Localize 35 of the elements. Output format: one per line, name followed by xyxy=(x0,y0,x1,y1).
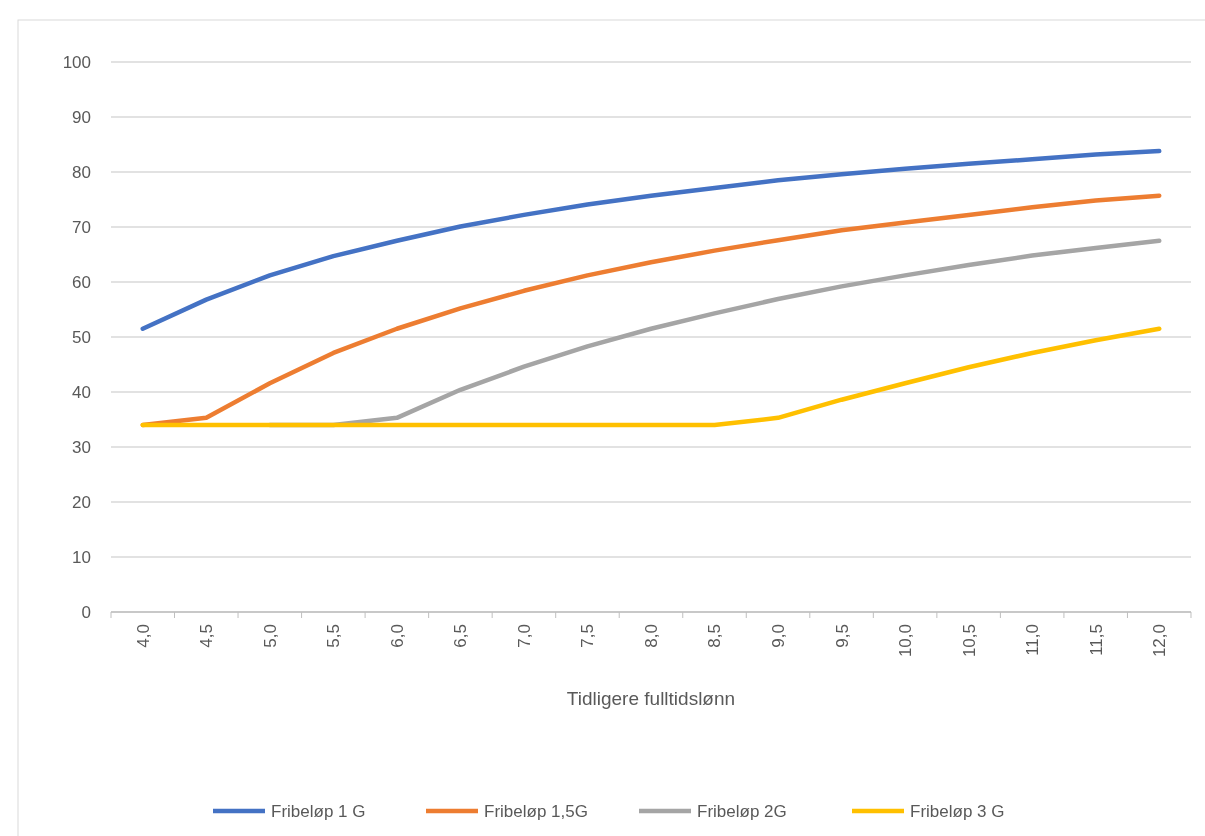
y-tick-label: 70 xyxy=(72,217,91,237)
x-tick-label: 10,0 xyxy=(896,624,916,658)
y-tick-label: 40 xyxy=(72,382,91,402)
x-tick-label: 4,0 xyxy=(133,624,153,648)
x-tick-label: 4,5 xyxy=(197,624,217,648)
y-tick-label: 50 xyxy=(72,327,91,347)
y-tick-label: 100 xyxy=(62,52,91,72)
x-tick-label: 12,0 xyxy=(1150,624,1170,658)
x-tick-label: 5,5 xyxy=(324,624,344,648)
y-tick-label: 60 xyxy=(72,272,91,292)
x-tick-label: 9,5 xyxy=(832,624,852,648)
x-tick-label: 10,5 xyxy=(959,624,979,658)
x-tick-label: 11,0 xyxy=(1023,624,1043,656)
x-tick-label: 6,0 xyxy=(387,624,407,648)
x-tick-label: 7,5 xyxy=(578,624,598,648)
x-tick-label: 9,0 xyxy=(769,624,789,648)
x-tick-label: 7,0 xyxy=(514,624,534,648)
x-tick-label: 5,0 xyxy=(260,624,280,648)
y-tick-label: 90 xyxy=(72,107,91,127)
x-tick-label: 6,5 xyxy=(451,624,471,648)
legend-label: Fribeløp 1,5G xyxy=(484,801,588,821)
y-tick-label: 0 xyxy=(81,602,91,622)
y-tick-label: 20 xyxy=(72,492,91,512)
x-tick-label: 8,5 xyxy=(705,624,725,648)
line-series xyxy=(140,148,1162,331)
legend-label: Fribeløp 3 G xyxy=(910,801,1005,821)
legend-label: Fribeløp 1 G xyxy=(271,801,366,821)
x-tick-label: 8,0 xyxy=(641,624,661,648)
x-tick-label: 11,5 xyxy=(1086,624,1106,656)
y-tick-label: 30 xyxy=(72,437,91,457)
y-tick-label: 10 xyxy=(72,547,91,567)
y-tick-label: 80 xyxy=(72,162,91,182)
x-axis-title: Tidligere fulltidslønn xyxy=(566,688,736,709)
legend-label: Fribeløp 2G xyxy=(697,801,787,821)
line-series xyxy=(140,326,1162,428)
